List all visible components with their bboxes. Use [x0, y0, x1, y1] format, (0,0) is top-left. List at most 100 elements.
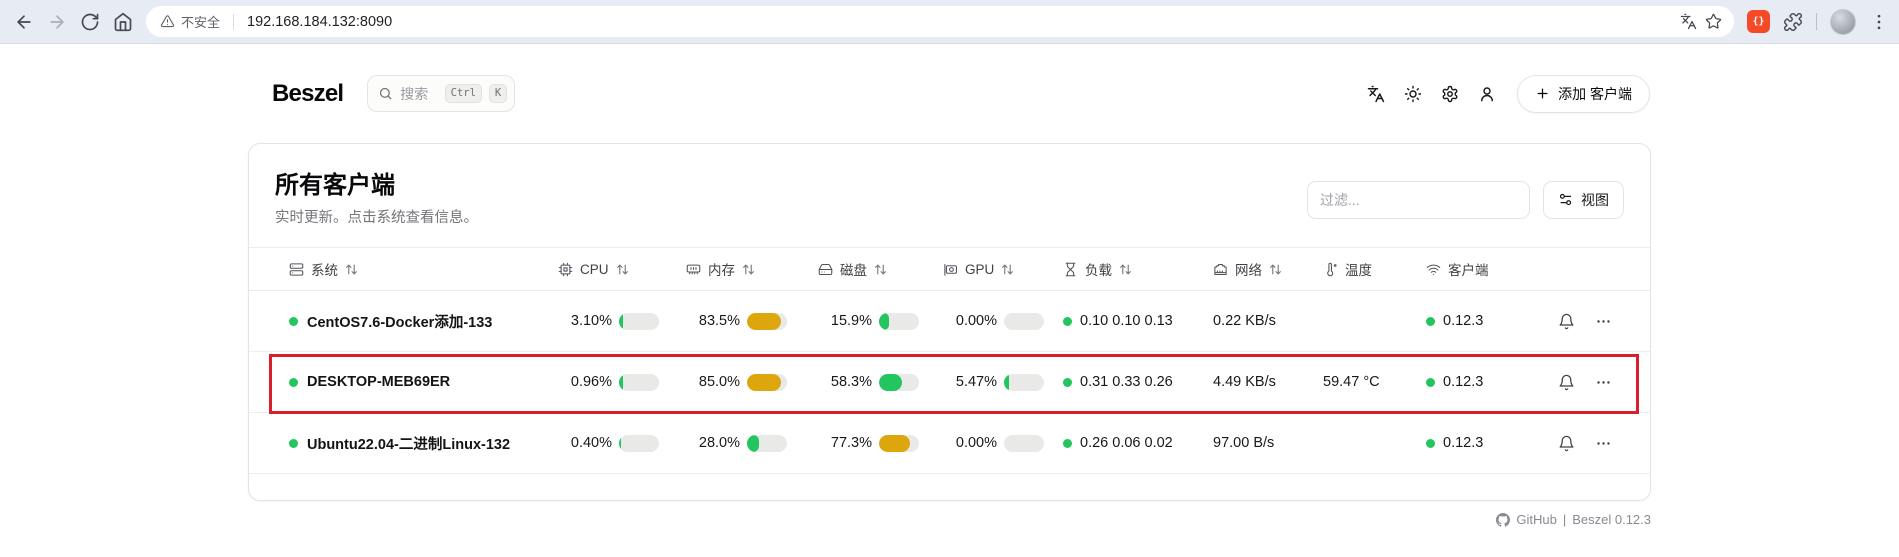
- disk-bar: [879, 373, 919, 391]
- view-button[interactable]: 视图: [1543, 180, 1624, 219]
- gpu-bar: [1004, 373, 1044, 391]
- gpu-cell: 0.00%: [943, 312, 1063, 330]
- system-name: Ubuntu22.04-二进制Linux-132: [307, 436, 511, 453]
- footer-version: Beszel 0.12.3: [1572, 512, 1651, 527]
- system-name: DESKTOP-MEB69ER: [307, 374, 451, 390]
- network-cell: 97.00 B/s: [1213, 435, 1275, 451]
- sort-icon: [1269, 263, 1282, 276]
- cpu-bar: [619, 434, 659, 452]
- memory-bar: [747, 434, 787, 452]
- extension-badge-icon[interactable]: {}: [1747, 10, 1770, 33]
- profile-avatar[interactable]: [1830, 8, 1856, 35]
- alert-triangle-icon: [160, 14, 175, 29]
- settings-button[interactable]: [1431, 75, 1468, 112]
- url-text[interactable]: 192.168.184.132:8090: [247, 13, 393, 30]
- load-cell: 0.26 0.06 0.02: [1063, 435, 1213, 451]
- disk-bar: [879, 312, 919, 330]
- gpu-bar: [1004, 434, 1044, 452]
- column-system[interactable]: 系统: [275, 259, 558, 279]
- load-dot: [1063, 316, 1072, 326]
- cpu-cell: 0.96%: [558, 373, 686, 391]
- sort-icon: [345, 263, 358, 276]
- filter-input[interactable]: [1307, 180, 1530, 219]
- column-memory[interactable]: 内存: [686, 259, 818, 279]
- table-row[interactable]: DESKTOP-MEB69ER 0.96% 85.0% 58.3% 5.47% …: [249, 352, 1650, 413]
- server-icon: [289, 262, 304, 277]
- translate-icon[interactable]: [1680, 13, 1697, 30]
- language-button[interactable]: [1357, 75, 1394, 112]
- page-footer: GitHub | Beszel 0.12.3: [1496, 512, 1651, 527]
- load-dot: [1063, 377, 1072, 387]
- agent-cell: 0.12.3: [1426, 313, 1503, 329]
- url-divider: [233, 13, 235, 30]
- back-icon[interactable]: [14, 12, 34, 32]
- bell-icon[interactable]: [1558, 374, 1575, 391]
- column-load[interactable]: 负载: [1063, 259, 1213, 279]
- extensions-puzzle-icon[interactable]: [1783, 12, 1803, 32]
- table-row[interactable]: Ubuntu22.04-二进制Linux-132 0.40% 28.0% 77.…: [249, 413, 1650, 474]
- column-gpu[interactable]: GPU: [943, 262, 1063, 277]
- forward-icon[interactable]: [47, 12, 67, 32]
- cpu-cell: 0.40%: [558, 434, 686, 452]
- url-bar[interactable]: 不安全 192.168.184.132:8090: [146, 6, 1734, 37]
- column-agent[interactable]: 客户端: [1426, 259, 1503, 279]
- add-agent-button[interactable]: 添加 客户端: [1517, 74, 1650, 113]
- row-menu-icon[interactable]: [1595, 435, 1612, 452]
- language-icon: [1367, 85, 1385, 103]
- bell-icon[interactable]: [1558, 313, 1575, 330]
- reload-icon[interactable]: [80, 12, 100, 32]
- toolbar-divider: [1816, 13, 1817, 30]
- security-chip[interactable]: 不安全: [160, 12, 220, 31]
- view-label: 视图: [1581, 191, 1609, 208]
- memory-cell: 28.0%: [686, 434, 818, 452]
- memory-bar: [747, 312, 787, 330]
- home-icon[interactable]: [113, 12, 133, 32]
- kbd-ctrl: Ctrl: [444, 84, 482, 103]
- systems-table: 系统 CPU 内存 磁盘: [249, 247, 1650, 500]
- browser-menu-icon[interactable]: [1869, 12, 1889, 32]
- agent-dot: [1426, 438, 1435, 448]
- load-dot: [1063, 438, 1072, 448]
- hourglass-icon: [1063, 262, 1078, 277]
- plus-icon: [1535, 86, 1550, 101]
- temperature-cell: 59.47 °C: [1323, 374, 1380, 390]
- footer-divider: |: [1562, 512, 1567, 527]
- gpu-cell: 0.00%: [943, 434, 1063, 452]
- kbd-k: K: [488, 84, 508, 103]
- beszel-logo[interactable]: Beszel: [272, 79, 344, 107]
- column-temperature[interactable]: 温度: [1323, 259, 1426, 279]
- memory-cell: 85.0%: [686, 373, 818, 391]
- bookmark-star-icon[interactable]: [1705, 13, 1722, 30]
- bell-icon[interactable]: [1558, 435, 1575, 452]
- user-button[interactable]: [1468, 75, 1505, 112]
- sort-icon: [1001, 263, 1014, 276]
- gpu-icon: [943, 262, 958, 277]
- disk-cell: 77.3%: [818, 434, 943, 452]
- column-cpu[interactable]: CPU: [558, 262, 686, 277]
- gpu-cell: 5.47%: [943, 373, 1063, 391]
- search-icon: [378, 86, 393, 101]
- sort-icon: [1119, 263, 1132, 276]
- disk-cell: 15.9%: [818, 312, 943, 330]
- gpu-bar: [1004, 312, 1044, 330]
- cpu-bar: [619, 312, 659, 330]
- agent-cell: 0.12.3: [1426, 435, 1503, 451]
- page-subtitle: 实时更新。点击系统查看信息。: [275, 210, 478, 226]
- search-input[interactable]: 搜索 Ctrl K: [367, 75, 516, 112]
- sort-icon: [742, 263, 755, 276]
- row-menu-icon[interactable]: [1595, 313, 1612, 330]
- network-cell: 0.22 KB/s: [1213, 313, 1276, 329]
- column-disk[interactable]: 磁盘: [818, 259, 943, 279]
- status-dot: [289, 438, 298, 448]
- column-network[interactable]: 网络: [1213, 259, 1323, 279]
- sun-icon: [1404, 85, 1422, 103]
- theme-toggle-button[interactable]: [1394, 75, 1431, 112]
- github-link[interactable]: GitHub: [1516, 512, 1557, 527]
- wifi-icon: [1426, 262, 1441, 277]
- row-menu-icon[interactable]: [1595, 374, 1612, 391]
- load-cell: 0.31 0.33 0.26: [1063, 374, 1213, 390]
- thermometer-icon: [1323, 262, 1338, 277]
- site-header: Beszel 搜索 Ctrl K 添加 客户端: [0, 44, 1899, 143]
- cpu-icon: [558, 262, 573, 277]
- table-row[interactable]: CentOS7.6-Docker添加-133 3.10% 83.5% 15.9%…: [249, 291, 1650, 352]
